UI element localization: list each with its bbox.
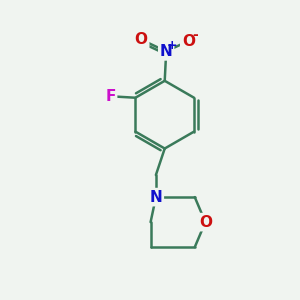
Text: O: O — [135, 32, 148, 47]
Text: F: F — [105, 89, 116, 104]
Text: O: O — [199, 214, 212, 230]
Text: N: N — [160, 44, 172, 59]
Text: N: N — [149, 190, 162, 205]
Text: -: - — [192, 28, 198, 42]
Text: O: O — [182, 34, 195, 49]
Text: +: + — [167, 39, 177, 52]
